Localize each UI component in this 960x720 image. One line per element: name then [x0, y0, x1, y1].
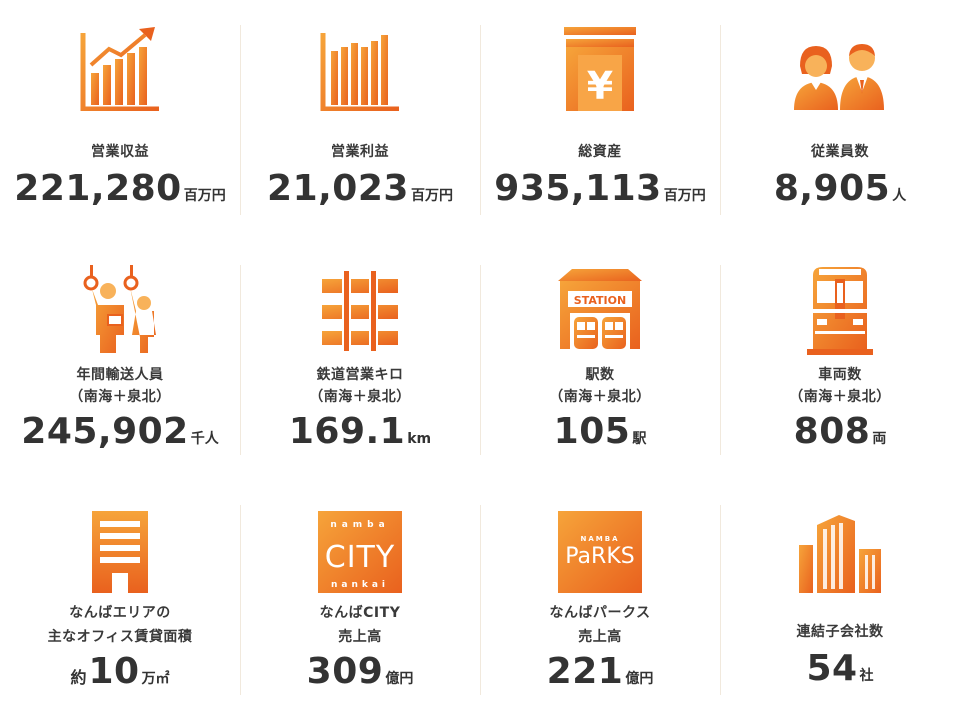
subsidiaries-buildings-icon — [799, 515, 881, 593]
stat-operating-revenue: 営業収益 221,280 百万円 — [0, 25, 240, 215]
logo-top-text: NAMBA — [581, 535, 620, 543]
commuters-icon — [83, 265, 156, 353]
profit-chart-icon — [320, 33, 399, 111]
stat-label-sub: （南海＋泉北） — [549, 389, 651, 405]
stat-value: 約10 万㎡ — [70, 651, 170, 692]
stat-label-sub: 売上高 — [578, 629, 622, 645]
stat-label-sub: 主なオフィス賃貸面積 — [47, 629, 193, 645]
station-icon: STATION — [558, 269, 642, 349]
stat-railcars: 車両数 （南海＋泉北） 808 両 — [720, 265, 960, 455]
stat-value: 808 両 — [793, 411, 887, 452]
stat-subsidiaries: 連結子会社数 54 社 — [720, 505, 960, 695]
stat-railway-km: 鉄道営業キロ （南海＋泉北） 169.1 km — [240, 265, 480, 455]
stat-value: 245,902 千人 — [21, 411, 219, 452]
stat-label-sub: 売上高 — [338, 629, 382, 645]
logo-main-text: CITY — [325, 540, 395, 575]
stat-value: 21,023 百万円 — [267, 168, 453, 209]
stat-label: 年間輸送人員 — [76, 367, 164, 383]
stat-annual-passengers: 年間輸送人員 （南海＋泉北） 245,902 千人 — [0, 265, 240, 455]
stat-namba-parks-sales: NAMBA PaRKS なんばパークス 売上高 221 億円 — [480, 505, 720, 695]
stat-value: 309 億円 — [306, 651, 414, 692]
stat-label: 鉄道営業キロ — [316, 367, 404, 383]
station-sign-text: STATION — [574, 294, 626, 307]
stat-value: 221,280 百万円 — [14, 168, 226, 209]
train-front-icon — [807, 267, 873, 355]
logo-top-text: namba — [330, 520, 389, 530]
logo-main-text: PaRKS — [565, 544, 634, 569]
stat-label: 営業収益 — [91, 144, 149, 160]
stat-stations: STATION 駅数 （南海＋泉北） 105 駅 — [480, 265, 720, 455]
logo-bottom-text: nankai — [331, 580, 389, 590]
revenue-chart-icon — [80, 27, 159, 111]
stat-value: 169.1 km — [288, 411, 432, 452]
stat-office-area: なんばエリアの 主なオフィス賃貸面積 約10 万㎡ — [0, 505, 240, 695]
stat-employees: 従業員数 8,905 人 — [720, 25, 960, 215]
stat-label: 連結子会社数 — [796, 624, 884, 640]
stat-label: なんばエリアの — [69, 605, 171, 621]
stat-label-sub: （南海＋泉北） — [789, 389, 891, 405]
stat-value: 935,113 百万円 — [494, 168, 706, 209]
stat-value: 54 社 — [806, 648, 874, 689]
stat-label: 営業利益 — [331, 144, 389, 160]
stat-label: 総資産 — [578, 144, 622, 160]
stat-label: なんばCITY — [319, 605, 401, 621]
stat-label: 従業員数 — [811, 144, 869, 160]
stat-value: 221 億円 — [546, 651, 654, 692]
stat-operating-profit: 営業利益 21,023 百万円 — [240, 25, 480, 215]
stat-label-sub: （南海＋泉北） — [69, 389, 171, 405]
stat-label: なんばパークス — [549, 605, 651, 621]
namba-parks-logo-icon: NAMBA PaRKS — [558, 511, 642, 593]
stat-namba-city-sales: namba CITY nankai なんばCITY 売上高 309 億円 — [240, 505, 480, 695]
stat-label: 車両数 — [818, 367, 862, 383]
stat-value: 8,905 人 — [773, 168, 907, 209]
stat-value: 105 駅 — [553, 411, 647, 452]
railway-track-icon — [322, 271, 398, 351]
stat-label: 駅数 — [585, 367, 615, 383]
stat-total-assets: ¥ 総資産 935,113 百万円 — [480, 25, 720, 215]
svg-text:¥: ¥ — [587, 64, 613, 108]
employees-icon — [794, 44, 884, 110]
namba-city-logo-icon: namba CITY nankai — [318, 511, 402, 593]
office-building-icon — [92, 511, 148, 593]
yen-building-icon: ¥ — [564, 27, 636, 111]
stat-label-sub: （南海＋泉北） — [309, 389, 411, 405]
